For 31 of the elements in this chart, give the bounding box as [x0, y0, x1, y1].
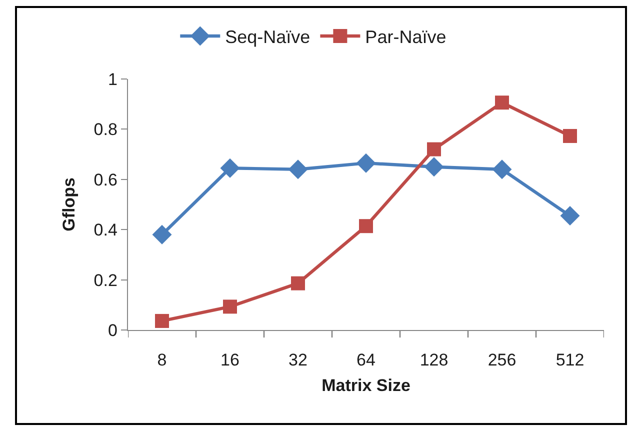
point: [359, 219, 373, 234]
point: [495, 96, 509, 110]
point: [427, 142, 441, 156]
y-tick-label: 0.2: [94, 270, 118, 290]
y-tick-label: 0: [108, 320, 118, 340]
y-tick-label: 0.6: [94, 170, 118, 190]
point: [356, 153, 376, 173]
x-tick-label: 64: [356, 350, 376, 370]
point: [223, 300, 237, 314]
y-tick-label: 1: [108, 70, 118, 89]
point: [288, 160, 308, 180]
legend-label: Par-Naïve: [365, 27, 446, 48]
x-tick-label: 256: [488, 350, 516, 370]
point: [563, 128, 577, 143]
y-tick-label: 0.4: [94, 220, 118, 240]
point: [424, 157, 444, 177]
point: [560, 206, 580, 226]
point: [220, 158, 240, 178]
point: [291, 276, 305, 290]
point: [152, 224, 172, 244]
point: [492, 160, 512, 180]
x-axis-title: Matrix Size: [322, 376, 410, 395]
x-tick-label: 16: [220, 350, 240, 370]
x-tick-label: 8: [157, 350, 167, 370]
x-tick-label: 32: [288, 350, 308, 370]
x-tick-label: 128: [420, 350, 448, 370]
x-tick-label: 512: [556, 350, 584, 370]
y-tick-label: 0.8: [94, 120, 118, 140]
y-axis-title: Gflops: [59, 178, 78, 232]
point: [155, 314, 169, 328]
legend-label: Seq-Naïve: [225, 27, 310, 48]
